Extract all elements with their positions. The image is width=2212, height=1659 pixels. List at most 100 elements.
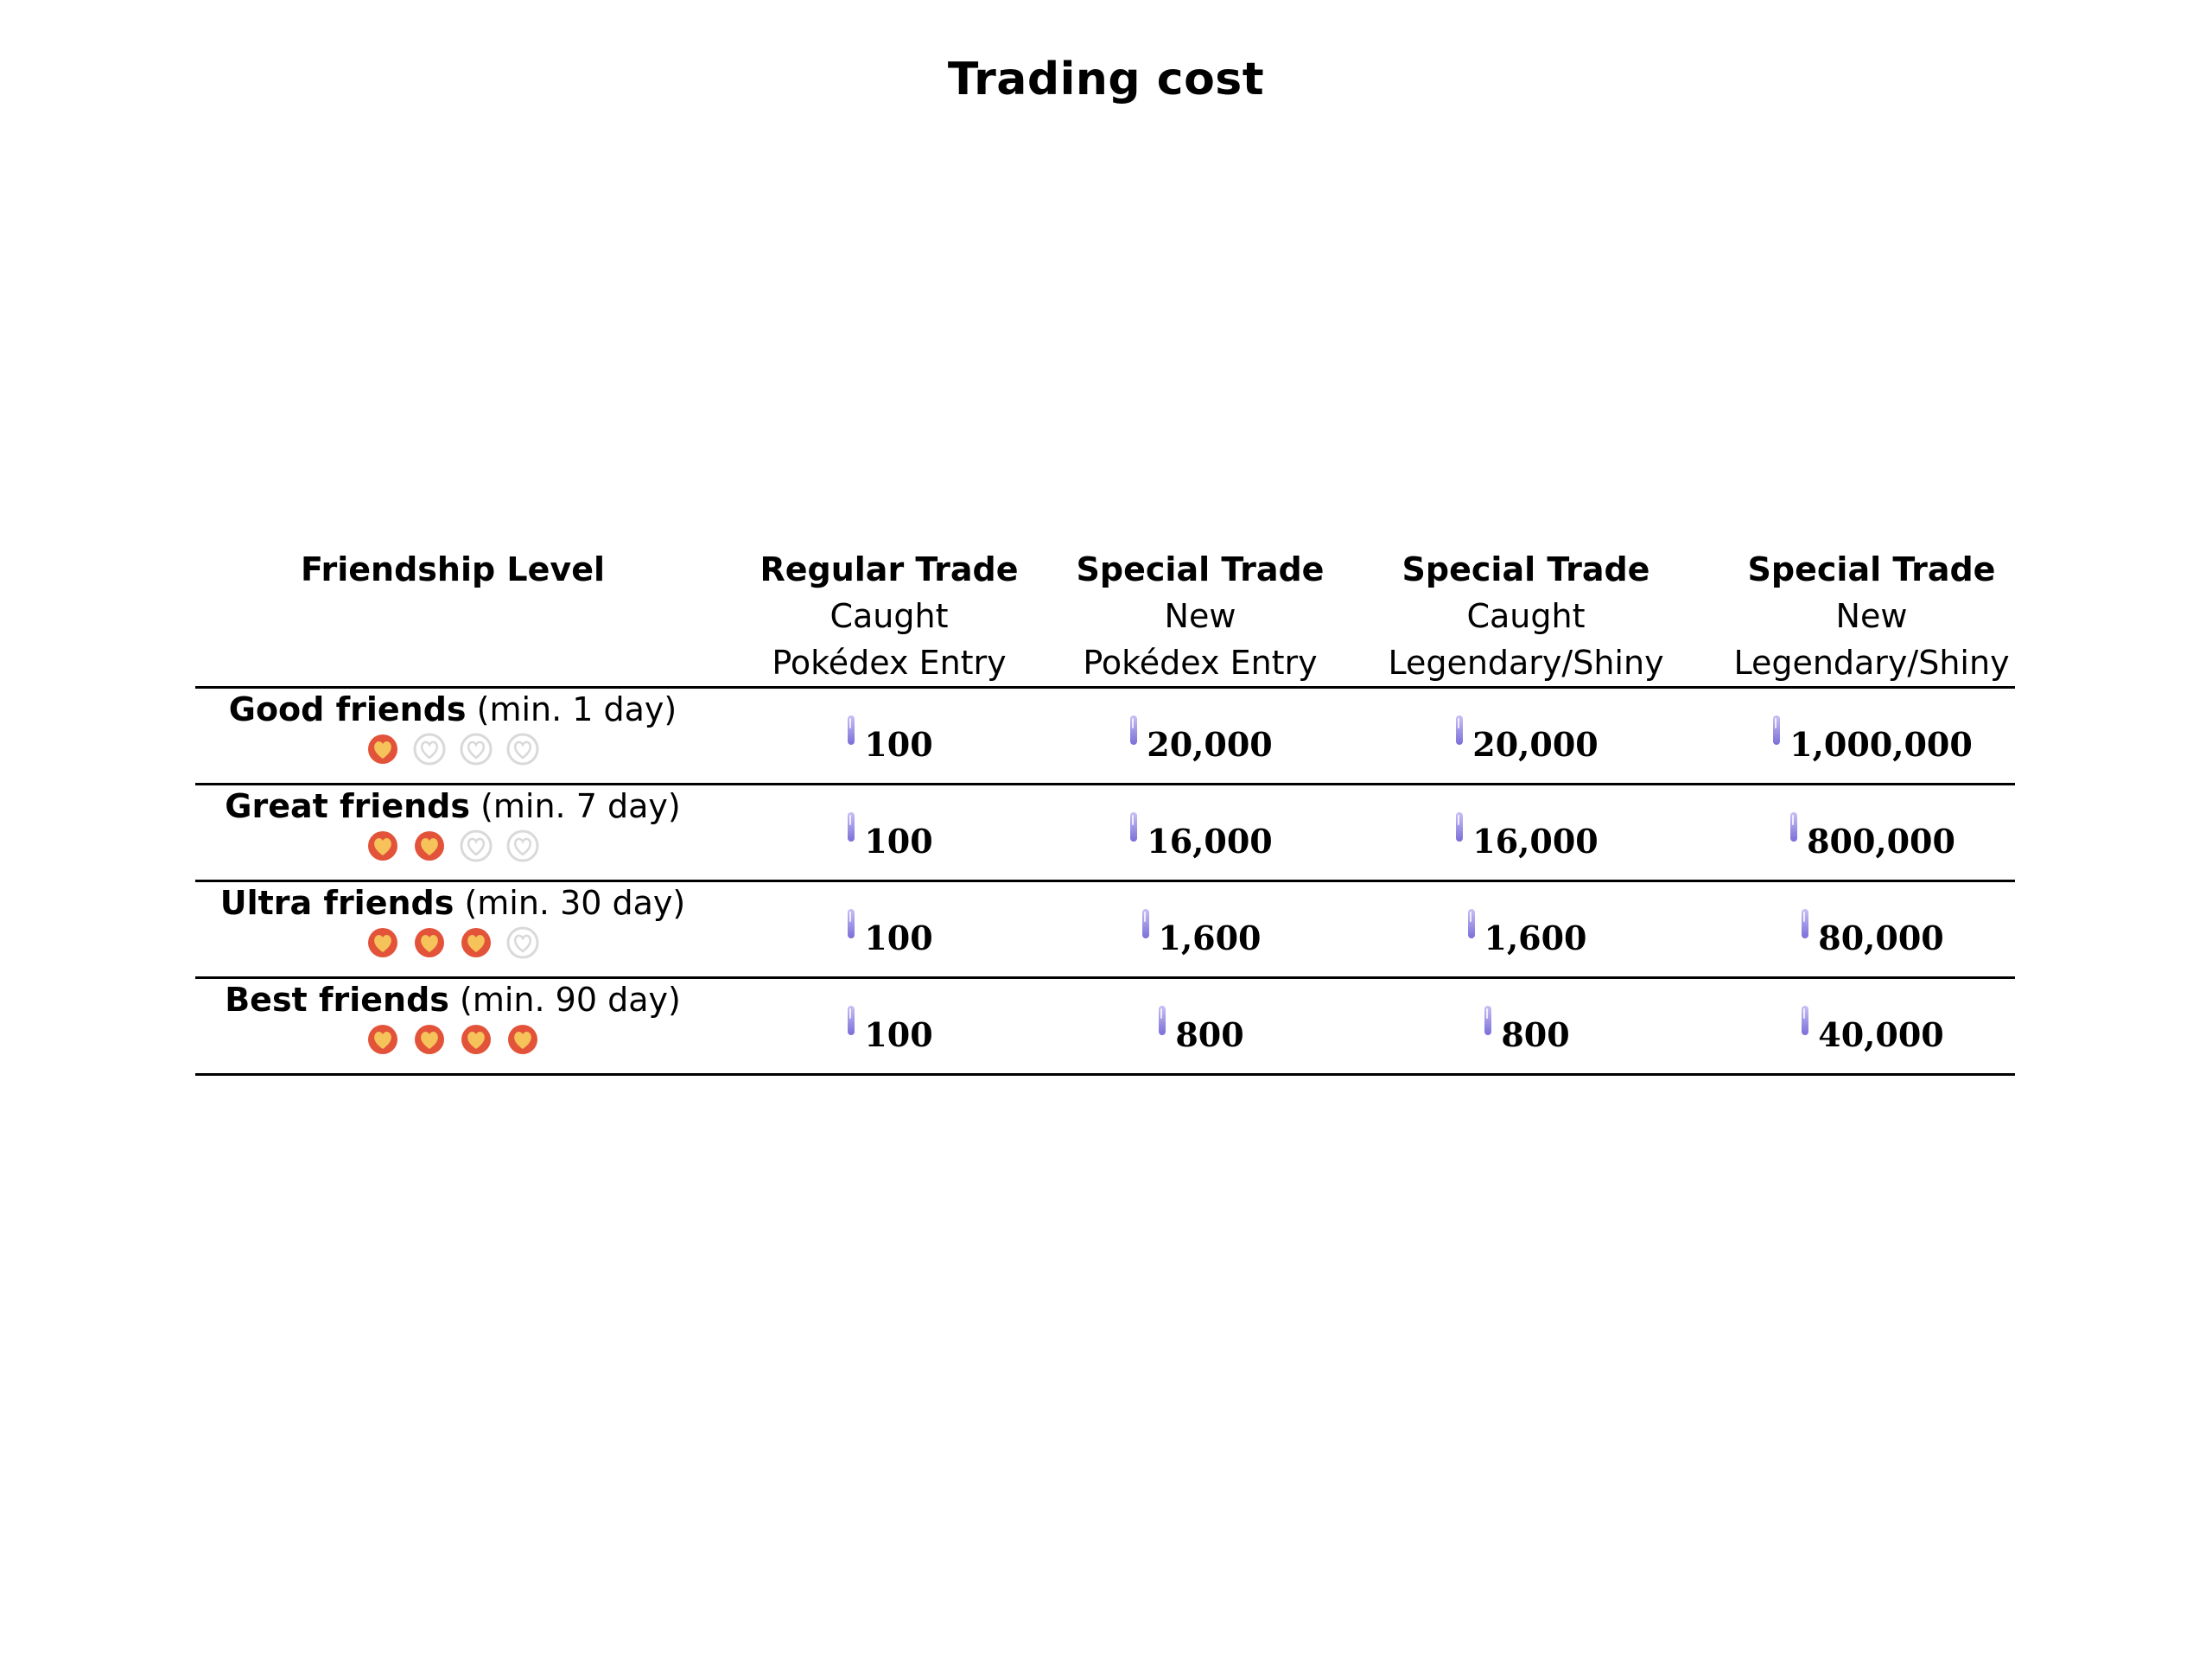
header-special-new-legendary-title: Special Trade (1747, 550, 1996, 588)
table-header: Friendship Level Regular Trade Caught Po… (195, 534, 2015, 689)
cost-value: 20,000 (1147, 724, 1273, 764)
cost-value: 100 (864, 918, 933, 957)
table-body: Good friends (min. 1 day) 100 20,000 20,000… (195, 689, 2015, 1076)
stardust-icon (1788, 810, 1800, 843)
heart-empty-icon (505, 925, 540, 960)
stardust-icon (1453, 714, 1465, 747)
stardust-icon (1482, 1004, 1494, 1037)
table-row: Great friends (min. 7 day) 100 16,000 16,00… (195, 785, 2015, 882)
stardust-icon (1465, 907, 1478, 940)
stardust-icon (1156, 1004, 1168, 1037)
cost-value: 1,000,000 (1789, 724, 1973, 764)
cost-value: 100 (864, 1014, 933, 1054)
cost-cell: 16,000 (1353, 785, 1699, 880)
cost-value: 800 (1175, 1014, 1244, 1054)
trading-cost-table: Friendship Level Regular Trade Caught Po… (195, 534, 2015, 1076)
header-regular-trade-title: Regular Trade (760, 550, 1019, 588)
cost-value: 1,600 (1158, 918, 1262, 957)
cost-value: 800 (1501, 1014, 1570, 1054)
heart-filled-icon (365, 925, 400, 960)
cost-value: 16,000 (1147, 821, 1273, 861)
header-special-new-legendary: Special Trade New Legendary/Shiny (1699, 546, 2044, 686)
cost-value: 100 (864, 821, 933, 861)
friendship-min-days: (min. 7 day) (480, 787, 681, 825)
friendship-name: Great friends (225, 787, 470, 825)
friendship-name: Good friends (228, 690, 467, 728)
cost-cell: 100 (736, 882, 1042, 976)
header-special-caught-legendary-line3: Legendary/Shiny (1388, 644, 1664, 682)
friendship-hearts (195, 925, 710, 960)
friendship-hearts (195, 732, 710, 766)
header-special-new-pokedex-title: Special Trade (1076, 550, 1325, 588)
heart-filled-icon (505, 1022, 540, 1057)
cost-cell: 800 (1047, 979, 1353, 1073)
stardust-icon (845, 907, 857, 940)
friendship-label: Best friends (min. 90 day) (195, 981, 710, 1019)
cost-cell: 20,000 (1047, 689, 1353, 783)
header-special-new-pokedex-line2: New (1164, 597, 1236, 635)
cost-cell: 100 (736, 979, 1042, 1073)
heart-empty-icon (505, 829, 540, 863)
cost-cell: 40,000 (1699, 979, 2044, 1073)
stardust-icon (1799, 1004, 1811, 1037)
heart-filled-icon (412, 925, 447, 960)
friendship-hearts (195, 829, 710, 863)
friendship-min-days: (min. 90 day) (460, 981, 681, 1019)
header-friendship-level: Friendship Level (195, 546, 710, 593)
header-special-caught-legendary: Special Trade Caught Legendary/Shiny (1353, 546, 1699, 686)
friendship-name: Ultra friends (219, 884, 454, 922)
header-special-new-pokedex: Special Trade New Pokédex Entry (1047, 546, 1353, 686)
stardust-icon (1453, 810, 1465, 843)
stardust-icon (845, 810, 857, 843)
friendship-min-days: (min. 30 day) (464, 884, 686, 922)
cost-cell: 1,000,000 (1699, 689, 2044, 783)
header-special-new-legendary-line3: Legendary/Shiny (1733, 644, 2010, 682)
cost-value: 40,000 (1818, 1014, 1944, 1054)
header-regular-trade-line2: Caught (830, 597, 949, 635)
cost-value: 800,000 (1807, 821, 1955, 861)
friendship-label: Good friends (min. 1 day) (195, 690, 710, 728)
friendship-cell: Good friends (min. 1 day) (195, 689, 710, 766)
heart-filled-icon (365, 1022, 400, 1057)
cost-cell: 800,000 (1699, 785, 2044, 880)
heart-filled-icon (412, 829, 447, 863)
stardust-icon (1770, 714, 1783, 747)
heart-filled-icon (365, 829, 400, 863)
header-special-caught-legendary-line2: Caught (1466, 597, 1586, 635)
cost-cell: 100 (736, 689, 1042, 783)
stardust-icon (1128, 714, 1140, 747)
stardust-icon (1799, 907, 1811, 940)
cost-value: 100 (864, 724, 933, 764)
friendship-cell: Best friends (min. 90 day) (195, 979, 710, 1057)
cost-cell: 800 (1353, 979, 1699, 1073)
cost-cell: 1,600 (1047, 882, 1353, 976)
cost-cell: 16,000 (1047, 785, 1353, 880)
heart-filled-icon (459, 925, 493, 960)
table-row: Good friends (min. 1 day) 100 20,000 20,000… (195, 689, 2015, 785)
stardust-icon (845, 1004, 857, 1037)
friendship-cell: Ultra friends (min. 30 day) (195, 882, 710, 960)
friendship-hearts (195, 1022, 710, 1057)
table-row: Best friends (min. 90 day) 100 800 800 40,00… (195, 979, 2015, 1076)
page-title: Trading cost (947, 54, 1265, 105)
header-special-new-legendary-line2: New (1835, 597, 1908, 635)
header-friendship-level-label: Friendship Level (300, 550, 605, 588)
heart-empty-icon (459, 829, 493, 863)
cost-value: 16,000 (1472, 821, 1599, 861)
heart-filled-icon (412, 1022, 447, 1057)
heart-empty-icon (412, 732, 447, 766)
heart-empty-icon (505, 732, 540, 766)
stardust-icon (1128, 810, 1140, 843)
header-regular-trade-line3: Pokédex Entry (772, 644, 1007, 682)
stardust-icon (845, 714, 857, 747)
heart-empty-icon (459, 732, 493, 766)
friendship-name: Best friends (225, 981, 449, 1019)
heart-filled-icon (459, 1022, 493, 1057)
header-regular-trade: Regular Trade Caught Pokédex Entry (736, 546, 1042, 686)
cost-value: 20,000 (1472, 724, 1599, 764)
header-special-caught-legendary-title: Special Trade (1402, 550, 1650, 588)
header-special-new-pokedex-line3: Pokédex Entry (1083, 644, 1318, 682)
cost-cell: 1,600 (1353, 882, 1699, 976)
cost-cell: 20,000 (1353, 689, 1699, 783)
friendship-cell: Great friends (min. 7 day) (195, 785, 710, 863)
